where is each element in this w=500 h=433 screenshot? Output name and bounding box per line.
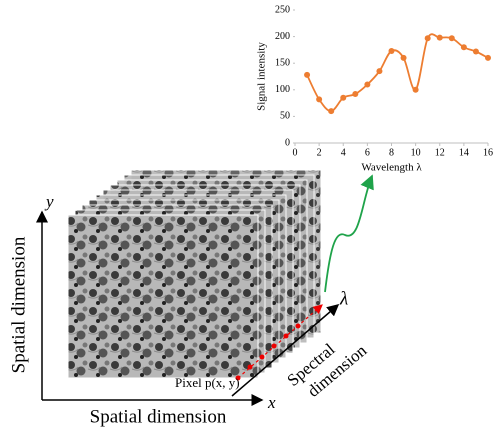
x-tick-label: 0	[293, 147, 298, 158]
y-tick-label: 200	[275, 31, 290, 42]
data-point	[448, 35, 455, 42]
y-tick-label: 0	[285, 137, 290, 148]
series-line	[306, 33, 489, 112]
data-point	[460, 44, 467, 51]
green-arrow	[324, 174, 374, 293]
data-point	[472, 48, 479, 55]
data-point	[400, 54, 407, 61]
data-point	[328, 108, 335, 115]
x-tick-label: 16	[483, 147, 493, 158]
chart: 0 50 100 150 200 250 0 2 4 6 8 10 12 14 16 Wavelength λ…	[256, 4, 493, 173]
data-point	[352, 91, 359, 98]
bottom-label: Spatial dimension	[90, 406, 227, 427]
x-tick-label: 10	[411, 147, 421, 158]
x-tick-label: 8	[389, 147, 394, 158]
pixel-label: Pixel p(x, y)	[175, 375, 240, 390]
data-point	[485, 54, 491, 61]
data-point	[388, 47, 395, 54]
data-point	[424, 35, 431, 42]
x-tick-label: 12	[435, 147, 445, 158]
y-axis-label: y	[44, 192, 54, 211]
x-axis-label: x	[267, 393, 276, 412]
left-label: Spatial dimension	[8, 236, 29, 373]
y-tick-label: 250	[275, 4, 290, 15]
y-tick-label: 100	[275, 84, 290, 95]
y-tick-label: 50	[280, 111, 290, 122]
x-axis-title: Wavelength λ	[361, 162, 422, 174]
data-point	[316, 96, 323, 103]
lambda-label: λ	[339, 288, 348, 309]
x-tick-label: 2	[317, 147, 322, 158]
data-point	[436, 34, 443, 41]
data-point	[364, 81, 371, 88]
data-point	[304, 71, 311, 78]
x-tick-label: 6	[365, 147, 370, 158]
pixel-dots	[235, 323, 301, 381]
image-layer	[67, 214, 259, 379]
data-point	[340, 94, 347, 101]
data-point	[376, 68, 383, 75]
y-axis-title: Signal intensity	[256, 42, 268, 111]
y-tick-label: 150	[275, 57, 290, 68]
x-tick-label: 4	[341, 147, 346, 158]
lambda-axis	[231, 304, 340, 397]
data-point	[412, 86, 419, 93]
image-stack	[67, 169, 322, 379]
x-tick-label: 14	[459, 147, 469, 158]
